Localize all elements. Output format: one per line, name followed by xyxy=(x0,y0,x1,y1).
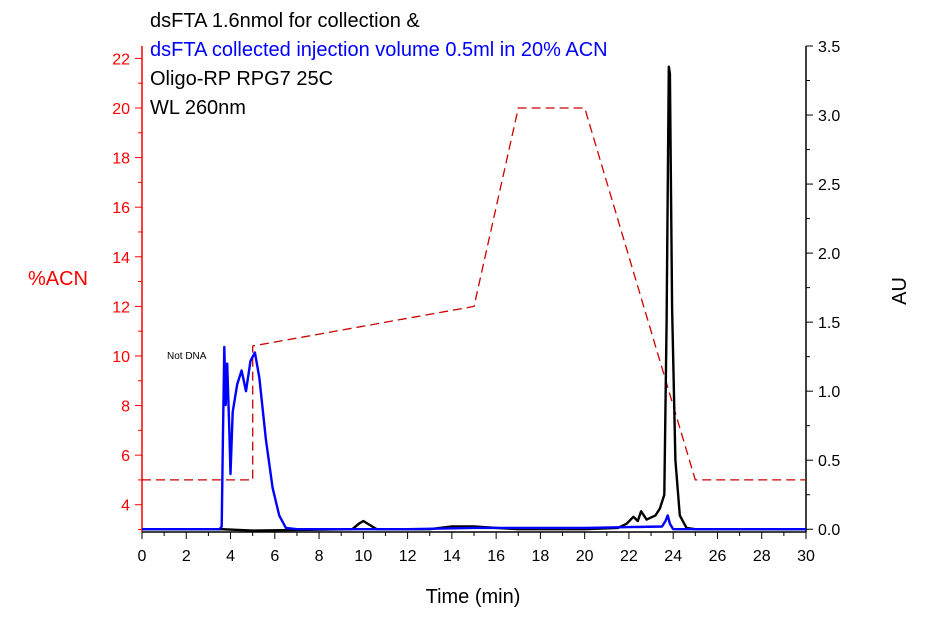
axes-group: 0 2 4 6 8 10 12 14 16 18 20 22 24 26 28 304681012141618… xyxy=(112,39,840,565)
y-left-tick-label: 8 xyxy=(121,399,130,416)
y-left-tick-label: 18 xyxy=(112,151,130,168)
y-right-tick-label: 3.0 xyxy=(818,108,840,125)
x-tick-label: 14 xyxy=(443,548,461,565)
title-line-4: WL 260nm xyxy=(150,97,246,119)
x-tick-label: 0 xyxy=(138,548,147,565)
y-right-tick-label: 0.5 xyxy=(818,453,840,470)
not-dna-annotation: Not DNA xyxy=(167,351,207,362)
title-line-3: Oligo-RP RPG7 25C xyxy=(150,68,333,90)
x-tick-label: 10 xyxy=(354,548,372,565)
y-right-axis-label: AU xyxy=(889,277,911,305)
y-right-tick-label: 1.0 xyxy=(818,384,840,401)
x-tick-label: 30 xyxy=(797,548,815,565)
x-tick-label: 4 xyxy=(226,548,235,565)
dsfta-collected-injection-trace xyxy=(142,345,806,531)
x-tick-label: 20 xyxy=(576,548,594,565)
x-tick-label: 12 xyxy=(399,548,417,565)
y-left-axis-label: %ACN xyxy=(28,268,88,290)
y-right-tick-label: 2.0 xyxy=(818,246,840,263)
y-left-tick-label: 6 xyxy=(121,448,130,465)
y-left-tick-label: 22 xyxy=(112,51,130,68)
x-tick-label: 6 xyxy=(270,548,279,565)
title-line-1: dsFTA 1.6nmol for collection & xyxy=(150,10,420,32)
title-line-2: dsFTA collected injection volume 0.5ml i… xyxy=(150,39,608,61)
x-tick-label: 26 xyxy=(709,548,727,565)
x-tick-label: 16 xyxy=(487,548,505,565)
y-left-tick-label: 14 xyxy=(112,250,130,267)
y-left-tick-label: 12 xyxy=(112,299,130,316)
acn-gradient-line xyxy=(142,107,806,481)
x-tick-label: 8 xyxy=(315,548,324,565)
y-left-tick-label: 16 xyxy=(112,200,130,217)
y-left-tick-label: 10 xyxy=(112,349,130,366)
x-tick-label: 28 xyxy=(753,548,771,565)
y-left-tick-label: 20 xyxy=(112,101,130,118)
x-tick-label: 22 xyxy=(620,548,638,565)
y-right-tick-label: 0.0 xyxy=(818,522,840,539)
x-tick-label: 2 xyxy=(182,548,191,565)
dsfta-collection-trace xyxy=(142,65,806,532)
x-tick-label: 24 xyxy=(664,548,682,565)
y-right-tick-label: 2.5 xyxy=(818,177,840,194)
x-axis-label: Time (min) xyxy=(426,586,521,608)
traces-group xyxy=(142,65,806,532)
y-right-tick-label: 3.5 xyxy=(818,39,840,56)
y-right-tick-label: 1.5 xyxy=(818,315,840,332)
x-tick-label: 18 xyxy=(532,548,550,565)
chart-title-block: dsFTA 1.6nmol for collection & dsFTA col… xyxy=(150,10,608,119)
y-left-tick-label: 4 xyxy=(121,498,130,515)
